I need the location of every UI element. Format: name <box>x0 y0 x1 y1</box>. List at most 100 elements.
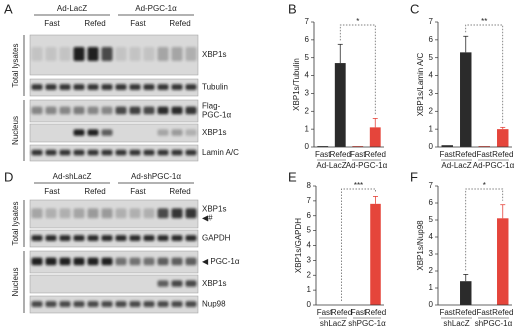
group-label: Ad-LacZ <box>316 161 346 170</box>
blot-strip <box>29 229 199 248</box>
y-tick-label: 4 <box>305 71 310 80</box>
bar <box>334 63 346 148</box>
y-tick-label: 2 <box>307 270 312 279</box>
blot-band <box>143 235 155 242</box>
x-tick-label: Fast <box>476 150 492 159</box>
blot-band <box>185 84 197 91</box>
y-tick-label: 4 <box>429 232 434 241</box>
y-tick-label: 4 <box>307 241 312 250</box>
blot-band <box>101 47 113 61</box>
blot-strip <box>29 34 199 76</box>
panel-letter: B <box>288 1 297 16</box>
blot-strip <box>29 78 199 97</box>
blot-band <box>143 84 155 91</box>
blot-band <box>185 280 197 287</box>
section-label: Nucleus <box>11 116 20 145</box>
blot-band <box>101 257 113 266</box>
blot-band <box>45 106 57 115</box>
blot-band <box>45 208 57 219</box>
blot-band <box>171 301 183 308</box>
blot-band <box>129 257 141 266</box>
y-tick-label: 2 <box>305 106 310 115</box>
blot-band <box>143 47 155 61</box>
condition-label: Fast <box>44 187 60 196</box>
y-axis-label: XBP1s/Nup98 <box>416 220 425 271</box>
blot-band <box>157 84 169 91</box>
blot-band <box>101 84 113 91</box>
blot-band <box>171 149 183 156</box>
y-tick-label: 1 <box>429 124 434 133</box>
y-tick-label: 8 <box>307 181 312 190</box>
band-label: Tubulin <box>202 83 228 92</box>
blot-band <box>73 257 85 266</box>
blot-band <box>59 257 71 266</box>
bar <box>317 146 329 147</box>
condition-label: Refed <box>84 187 105 196</box>
panel-letter: A <box>4 1 13 16</box>
blot-band <box>87 129 99 136</box>
blot-band <box>171 235 183 242</box>
bar <box>352 146 364 147</box>
bar <box>370 203 381 305</box>
blot-band <box>157 129 169 136</box>
y-tick-label: 7 <box>307 196 312 205</box>
significance-bracket <box>341 188 376 301</box>
significance-label: ** <box>481 17 487 26</box>
x-tick-label: Fast <box>439 308 455 317</box>
blot-band <box>171 280 183 287</box>
y-tick-label: 2 <box>429 266 434 275</box>
condition-label: Fast <box>130 187 146 196</box>
x-tick-label: Refed <box>492 150 513 159</box>
y-tick-label: 6 <box>307 211 312 220</box>
y-axis-label: XBP1s/GAPDH <box>294 218 303 273</box>
x-tick-label: Fast <box>439 150 455 159</box>
group-label: Ad-PGC-1α <box>473 161 515 170</box>
x-tick-label: Fast <box>351 308 367 317</box>
blot-band <box>115 301 127 308</box>
blot-band <box>73 84 85 91</box>
blot-band <box>31 84 43 91</box>
y-tick-label: 1 <box>429 283 434 292</box>
blot-band <box>45 149 57 156</box>
bar <box>460 281 472 305</box>
blot-band <box>143 257 155 266</box>
condition-label: Fast <box>44 19 60 28</box>
significance-bracket <box>465 188 504 271</box>
panel-letter: E <box>288 169 297 184</box>
blot-strip <box>29 144 199 162</box>
blot-strip <box>29 274 199 294</box>
y-tick-label: 6 <box>305 35 310 44</box>
band-label: Flag- <box>202 102 221 111</box>
y-tick-label: 1 <box>305 124 310 133</box>
blot-strip <box>29 295 199 314</box>
blot-band <box>31 47 43 61</box>
blot-band <box>31 208 43 219</box>
blot-band <box>87 208 99 219</box>
blot-band <box>73 208 85 219</box>
band-label: ◀# <box>202 214 213 223</box>
blot-band <box>115 235 127 242</box>
blot-band <box>73 235 85 242</box>
band-label: XBP1s <box>202 279 226 288</box>
group-label: Ad-LacZ <box>441 161 471 170</box>
panel-letter: D <box>4 169 13 184</box>
blot-band <box>45 84 57 91</box>
blot-band <box>171 129 183 136</box>
blot-band <box>157 47 169 61</box>
y-tick-label: 3 <box>429 249 434 258</box>
group-label: shPGC-1α <box>348 319 386 328</box>
group-label: shPGC-1α <box>475 319 513 328</box>
blot-band <box>157 235 169 242</box>
blot-band <box>87 257 99 266</box>
bar <box>497 129 509 147</box>
blot-band <box>171 208 183 219</box>
significance-label: * <box>483 181 486 190</box>
blot-band <box>171 47 183 61</box>
section-label: Total lysates <box>11 201 20 245</box>
group-label: shLacZ <box>320 319 346 328</box>
y-tick-label: 4 <box>429 71 434 80</box>
x-tick-label: Refed <box>365 150 386 159</box>
group-label: Ad-PGC-1α <box>346 161 388 170</box>
band-label: PGC-1α <box>202 111 231 120</box>
blot-band <box>185 301 197 308</box>
